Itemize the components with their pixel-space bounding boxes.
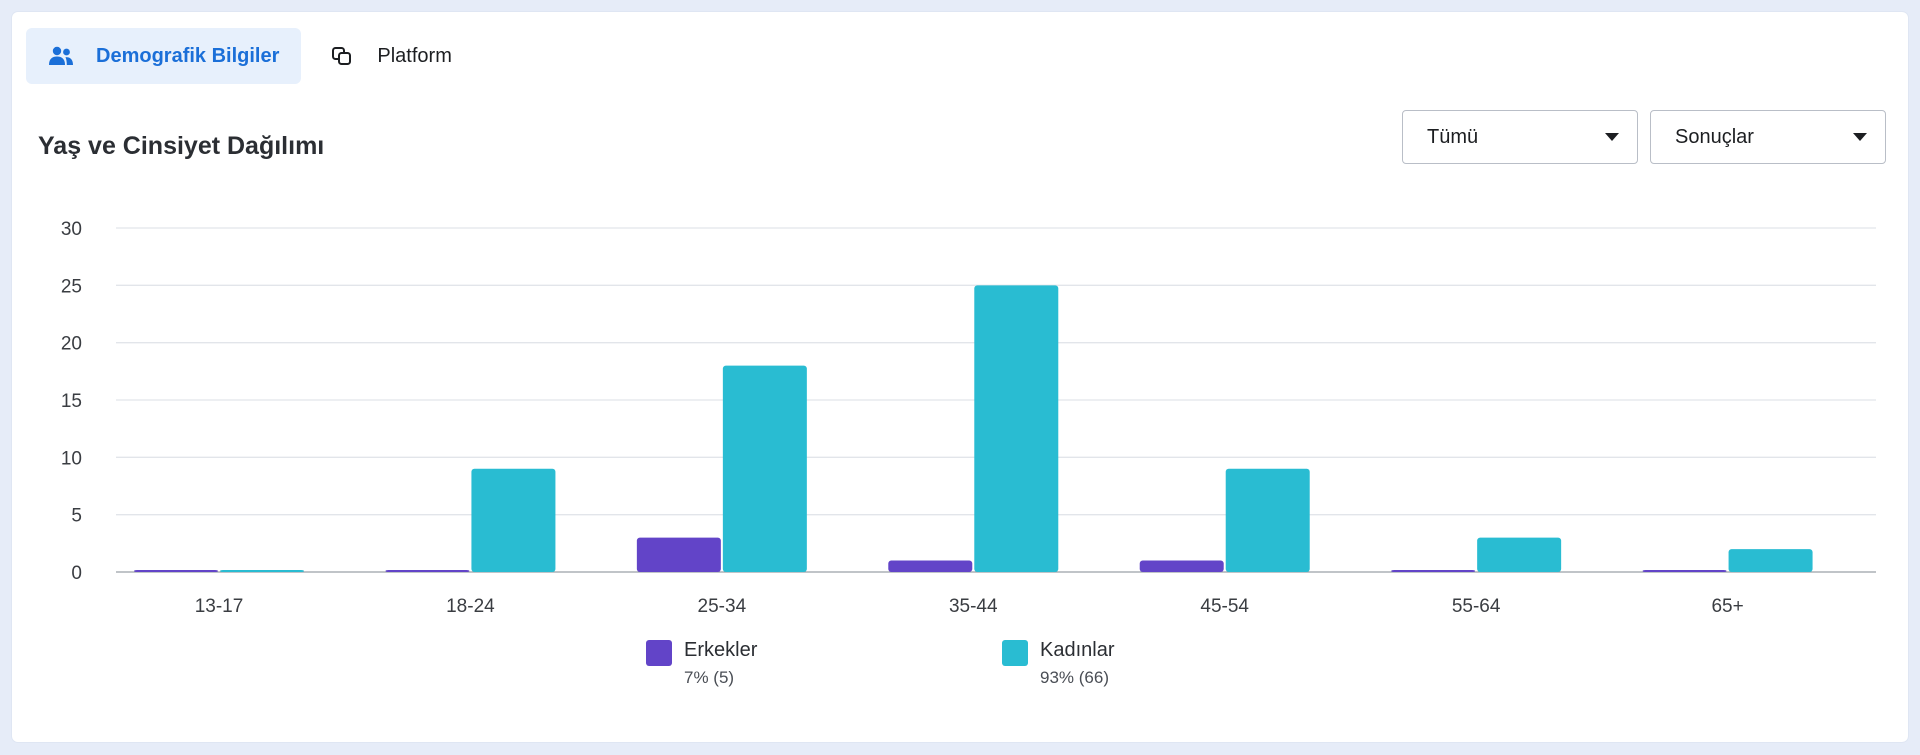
y-tick-label: 25: [61, 276, 82, 297]
legend-label-women: Kadınlar: [1040, 639, 1115, 661]
bar: [1225, 468, 1310, 572]
legend-label-men: Erkekler: [684, 639, 758, 661]
bar: [1139, 560, 1224, 572]
y-tick-label: 0: [71, 563, 82, 584]
bar: [974, 285, 1059, 572]
chart-title: Yaş ve Cinsiyet Dağılımı: [38, 132, 325, 160]
bar: [1642, 570, 1727, 572]
y-tick-label: 10: [61, 448, 82, 469]
y-tick-label: 30: [61, 219, 82, 240]
bar: [220, 570, 304, 572]
metric-dropdown[interactable]: Sonuçlar: [1650, 110, 1886, 164]
y-tick-label: 5: [71, 506, 82, 527]
bar: [722, 365, 807, 572]
legend-swatch-men: [646, 640, 672, 666]
y-tick-label: 15: [61, 391, 82, 412]
legend-item-women[interactable]: Kadınlar 93% (66): [1002, 639, 1115, 688]
tab-demographics[interactable]: Demografik Bilgiler: [26, 28, 302, 84]
tab-bar: Demografik Bilgiler Platform: [26, 27, 474, 85]
metric-dropdown-value: Sonuçlar: [1675, 125, 1754, 148]
y-tick-label: 20: [61, 334, 82, 355]
chart-card: Demografik Bilgiler Platform Yaş ve Cins…: [12, 12, 1908, 742]
bar: [1391, 570, 1476, 572]
bar: [471, 468, 556, 572]
bar: [385, 570, 470, 572]
x-tick-label: 18-24: [446, 596, 495, 617]
bar: [134, 570, 218, 572]
bar: [636, 537, 721, 572]
x-tick-label: 25-34: [698, 596, 747, 617]
legend-value-women: 93% (66): [1040, 668, 1109, 687]
tab-platform[interactable]: Platform: [307, 28, 473, 84]
bar-chart: 0 5 10 15 20 25 30 13-17 18-24 25-34 35-44 45-54 55-…: [61, 219, 1876, 617]
x-tick-label: 45-54: [1200, 596, 1249, 617]
bar: [1477, 537, 1562, 572]
caret-down-icon: [1853, 133, 1867, 141]
legend-swatch-women: [1002, 640, 1028, 666]
x-tick-label: 13-17: [195, 596, 244, 617]
people-icon: [48, 45, 74, 67]
audience-dropdown-value: Tümü: [1427, 125, 1479, 148]
bar: [888, 560, 973, 572]
x-tick-label: 55-64: [1452, 596, 1501, 617]
tab-platform-label: Platform: [377, 44, 452, 67]
audience-dropdown[interactable]: Tümü: [1402, 110, 1638, 164]
platform-icon: [329, 45, 355, 67]
bar: [1728, 549, 1813, 572]
caret-down-icon: [1605, 133, 1619, 141]
legend-value-men: 7% (5): [684, 668, 735, 687]
tab-demographics-label: Demografik Bilgiler: [96, 44, 280, 67]
x-tick-label: 65+: [1711, 596, 1743, 617]
legend-item-men[interactable]: Erkekler 7% (5): [646, 639, 757, 688]
x-tick-label: 35-44: [949, 596, 998, 617]
